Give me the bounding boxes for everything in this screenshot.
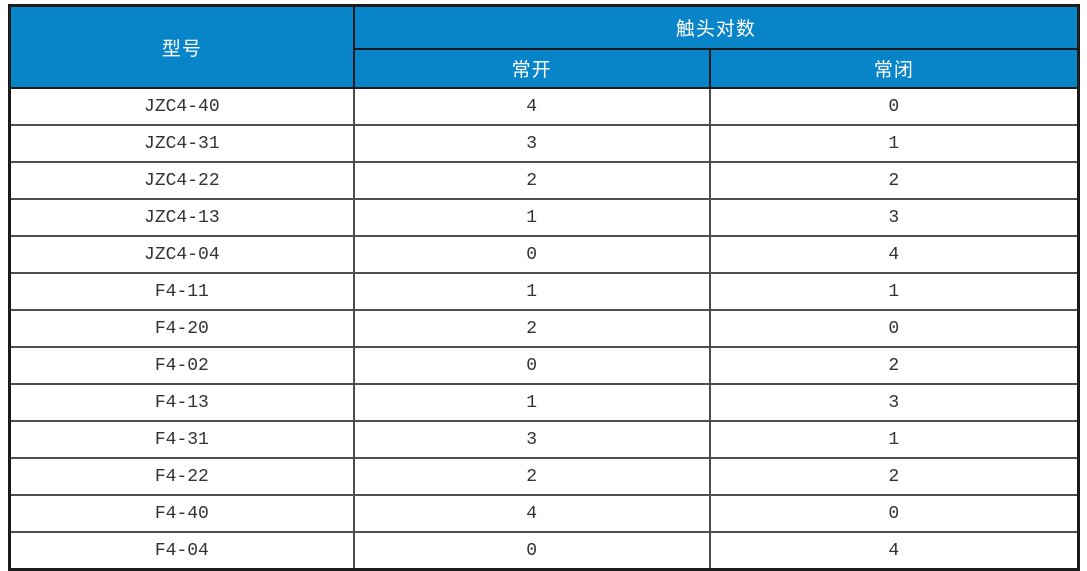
normally-open-cell: 1 [352, 272, 711, 311]
table-row: F4-11 1 1 [8, 272, 1080, 311]
model-cell: F4-22 [8, 457, 355, 496]
model-cell: JZC4-04 [8, 235, 355, 274]
table-row: JZC4-04 0 4 [8, 235, 1080, 274]
normally-closed-cell: 1 [708, 420, 1080, 459]
header-model: 型号 [8, 4, 355, 89]
table-row: F4-40 4 0 [8, 494, 1080, 533]
model-cell: F4-13 [8, 383, 355, 422]
table-row: F4-31 3 1 [8, 420, 1080, 459]
header-group-row: 型号 触头对数 [8, 4, 1080, 89]
table-row: F4-22 2 2 [8, 457, 1080, 496]
normally-closed-cell: 2 [708, 346, 1080, 385]
normally-open-cell: 1 [352, 198, 711, 237]
normally-open-cell: 0 [352, 235, 711, 274]
model-cell: JZC4-22 [8, 161, 355, 200]
normally-closed-cell: 4 [708, 531, 1080, 571]
normally-open-cell: 0 [352, 346, 711, 385]
contact-pairs-table: 型号 触头对数 常开 常闭 JZC4-40 4 0 JZC4-31 3 1 JZ… [8, 4, 1080, 571]
model-cell: F4-20 [8, 309, 355, 348]
table-row: F4-13 1 3 [8, 383, 1080, 422]
normally-open-cell: 2 [352, 457, 711, 496]
normally-open-cell: 3 [352, 124, 711, 163]
table-row: F4-20 2 0 [8, 309, 1080, 348]
model-cell: F4-02 [8, 346, 355, 385]
table-row: JZC4-13 1 3 [8, 198, 1080, 237]
normally-closed-cell: 2 [708, 457, 1080, 496]
model-cell: F4-04 [8, 531, 355, 571]
table-row: JZC4-31 3 1 [8, 124, 1080, 163]
table-row: JZC4-40 4 0 [8, 87, 1080, 126]
model-cell: JZC4-31 [8, 124, 355, 163]
normally-closed-cell: 1 [708, 272, 1080, 311]
normally-closed-cell: 1 [708, 124, 1080, 163]
normally-open-cell: 4 [352, 87, 711, 126]
model-cell: F4-31 [8, 420, 355, 459]
normally-closed-cell: 2 [708, 161, 1080, 200]
normally-closed-cell: 3 [708, 198, 1080, 237]
normally-closed-cell: 0 [708, 87, 1080, 126]
table-row: F4-04 0 4 [8, 531, 1080, 571]
normally-open-cell: 3 [352, 420, 711, 459]
normally-closed-cell: 3 [708, 383, 1080, 422]
normally-open-cell: 2 [352, 161, 711, 200]
header-normally-open: 常开 [352, 48, 711, 89]
model-cell: F4-11 [8, 272, 355, 311]
normally-closed-cell: 0 [708, 309, 1080, 348]
contact-pairs-table-wrap: 型号 触头对数 常开 常闭 JZC4-40 4 0 JZC4-31 3 1 JZ… [8, 4, 1080, 571]
table-row: JZC4-22 2 2 [8, 161, 1080, 200]
normally-open-cell: 4 [352, 494, 711, 533]
normally-open-cell: 1 [352, 383, 711, 422]
normally-closed-cell: 4 [708, 235, 1080, 274]
table-row: F4-02 0 2 [8, 346, 1080, 385]
header-sub-row: 常开 常闭 [10, 48, 1080, 89]
normally-closed-cell: 0 [708, 494, 1080, 533]
model-cell: JZC4-40 [8, 87, 355, 126]
table-header: 型号 触头对数 常开 常闭 [8, 4, 1080, 89]
table-body: JZC4-40 4 0 JZC4-31 3 1 JZC4-22 2 2 JZC4… [8, 87, 1080, 571]
normally-open-cell: 0 [352, 531, 711, 571]
model-cell: F4-40 [8, 494, 355, 533]
normally-open-cell: 2 [352, 309, 711, 348]
model-cell: JZC4-13 [8, 198, 355, 237]
header-contact-pairs: 触头对数 [352, 4, 1080, 50]
header-normally-closed: 常闭 [708, 48, 1080, 89]
